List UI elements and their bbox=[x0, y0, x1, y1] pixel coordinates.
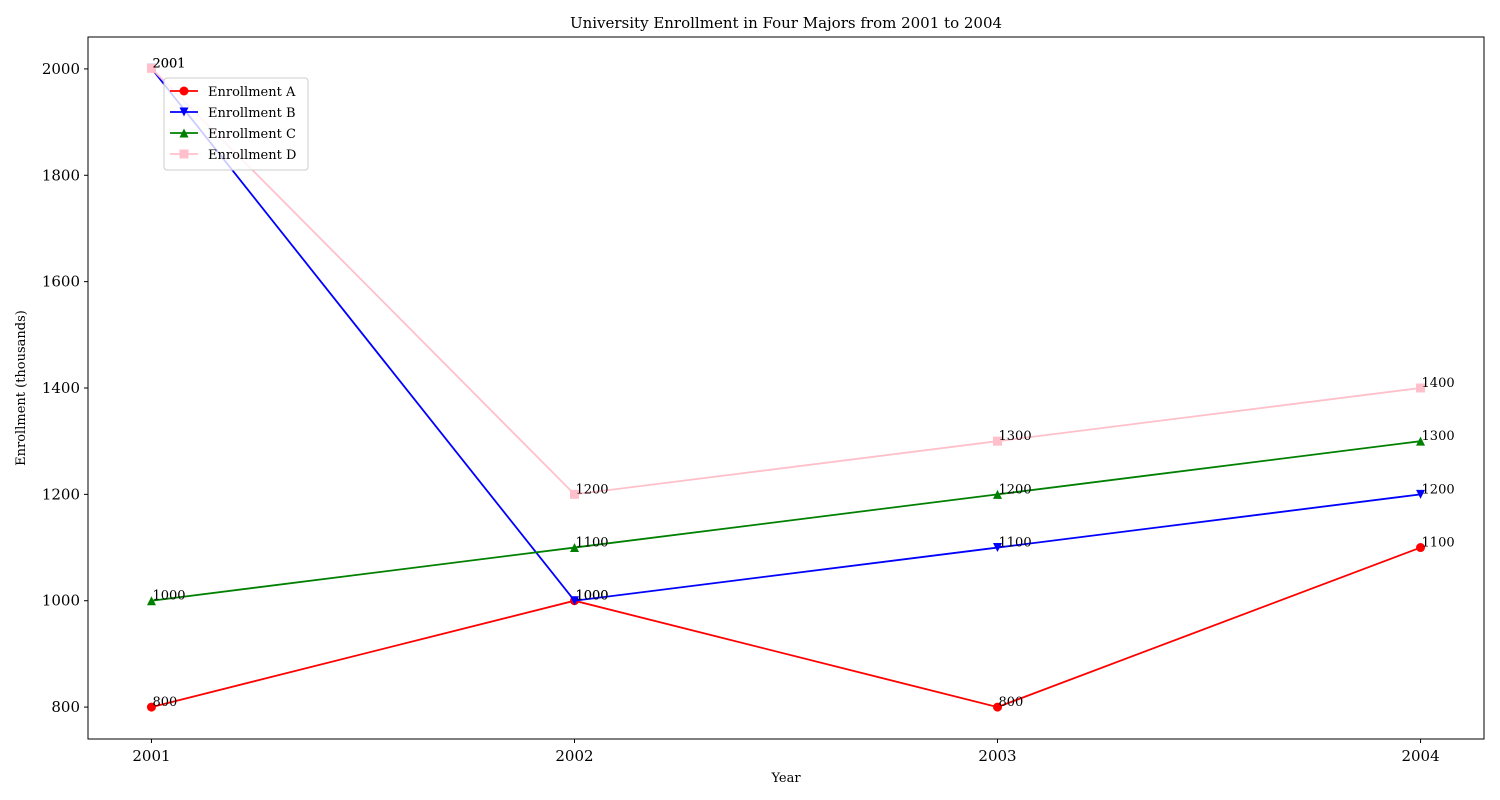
data-label: 1100 bbox=[999, 536, 1032, 551]
data-point bbox=[569, 596, 579, 606]
legend-marker bbox=[179, 149, 189, 159]
data-label: 1200 bbox=[575, 482, 608, 497]
legend-marker bbox=[179, 107, 189, 117]
legend: Enrollment A Enrollment B Enrollment C Enro… bbox=[163, 77, 309, 171]
data-label: 1200 bbox=[999, 482, 1032, 497]
y-tick-label: 1200 bbox=[42, 485, 80, 503]
y-tick-label: 2000 bbox=[42, 60, 80, 78]
x-tick-label: 2004 bbox=[1401, 747, 1439, 765]
data-label: 800 bbox=[152, 695, 177, 710]
data-point bbox=[569, 543, 579, 553]
y-tick-label: 1600 bbox=[42, 273, 80, 291]
data-point bbox=[1416, 543, 1426, 553]
data-point bbox=[993, 489, 1003, 499]
x-tick-label: 2003 bbox=[978, 747, 1016, 765]
series-line bbox=[151, 546, 1421, 709]
data-point bbox=[569, 489, 579, 499]
data-label: 2001 bbox=[152, 56, 185, 71]
x-tick-label: 2001 bbox=[132, 747, 170, 765]
data-label: 1100 bbox=[1422, 536, 1455, 551]
data-label: 1100 bbox=[575, 536, 608, 551]
legend-marker bbox=[179, 86, 189, 96]
data-point bbox=[993, 702, 1003, 712]
data-point bbox=[993, 436, 1003, 446]
series-line bbox=[150, 67, 1421, 496]
legend-frame bbox=[163, 77, 309, 171]
legend-label: Enrollment D bbox=[208, 148, 296, 163]
legend-label: Enrollment B bbox=[208, 106, 296, 121]
data-label: 1400 bbox=[1422, 376, 1455, 391]
x-tick-label: 2002 bbox=[555, 747, 593, 765]
x-axis-label: Year bbox=[770, 771, 801, 786]
y-tick-label: 1000 bbox=[42, 592, 80, 610]
data-label: 1200 bbox=[1422, 482, 1455, 497]
y-tick-label: 1800 bbox=[42, 166, 80, 184]
data-point bbox=[993, 543, 1003, 553]
data-label: 1300 bbox=[1422, 429, 1455, 444]
y-tick-label: 1400 bbox=[42, 379, 80, 397]
data-point bbox=[146, 63, 156, 73]
data-label: 800 bbox=[999, 695, 1024, 710]
data-point bbox=[146, 702, 156, 712]
data-point bbox=[1416, 383, 1426, 393]
y-tick-label: 800 bbox=[51, 698, 80, 716]
data-point bbox=[1416, 436, 1426, 446]
y-axis-label: Enrollment (thousands) bbox=[14, 310, 29, 466]
data-label: 1000 bbox=[152, 589, 185, 604]
data-label: 1000 bbox=[575, 589, 608, 604]
chart-title: University Enrollment in Four Majors fro… bbox=[570, 14, 1002, 32]
legend-label: Enrollment C bbox=[208, 127, 296, 142]
series-line bbox=[151, 440, 1421, 602]
legend-marker bbox=[179, 128, 189, 138]
series-line bbox=[150, 67, 1421, 602]
legend-label: Enrollment A bbox=[208, 85, 296, 100]
data-label: 1300 bbox=[999, 429, 1032, 444]
data-label: 2001 bbox=[152, 56, 185, 71]
data-point bbox=[146, 596, 156, 606]
data-point bbox=[1416, 489, 1426, 499]
